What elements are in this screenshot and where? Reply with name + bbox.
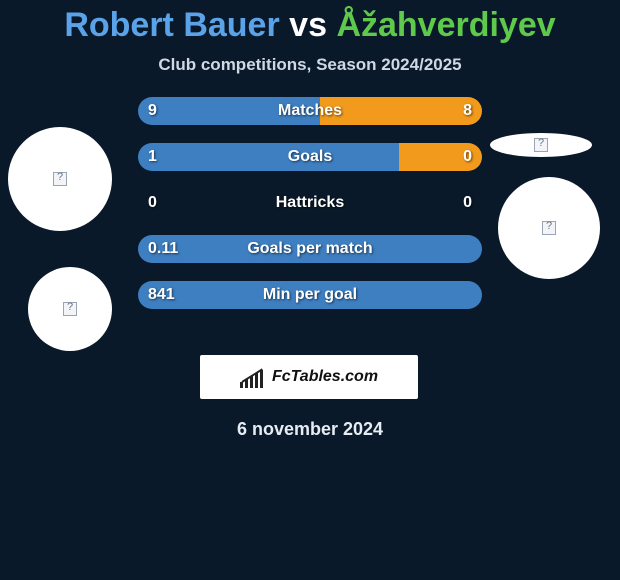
stat-value-right: 0 bbox=[453, 143, 482, 171]
placeholder-icon bbox=[534, 138, 548, 152]
stat-value-left: 9 bbox=[138, 97, 167, 125]
bars-container: Matches98Goals10Hattricks00Goals per mat… bbox=[138, 97, 482, 327]
player1-name: Robert Bauer bbox=[64, 6, 279, 44]
stat-row: Goals per match0.11 bbox=[138, 235, 482, 263]
stat-value-right: 0 bbox=[453, 189, 482, 217]
vs-label: vs bbox=[289, 6, 327, 44]
stat-row: Matches9 8 bbox=[138, 97, 482, 125]
stat-value-left: 0 bbox=[138, 189, 167, 217]
stat-value-right: 8 bbox=[453, 97, 482, 125]
placeholder-icon bbox=[542, 221, 556, 235]
player2-avatar bbox=[490, 133, 592, 157]
player2-avatar bbox=[498, 177, 600, 279]
comparison-stage: Matches98Goals10Hattricks00Goals per mat… bbox=[0, 97, 620, 467]
stat-value-left: 0.11 bbox=[138, 235, 188, 263]
placeholder-icon bbox=[63, 302, 77, 316]
stat-row: Min per goal841 bbox=[138, 281, 482, 309]
stat-label: Min per goal bbox=[138, 281, 482, 309]
logo-text: FcTables.com bbox=[272, 368, 378, 386]
stat-row: Hattricks0 0 bbox=[138, 189, 482, 217]
chart-icon bbox=[240, 366, 266, 388]
date-label: 6 november 2024 bbox=[0, 419, 620, 440]
stat-row: Goals1 0 bbox=[138, 143, 482, 171]
stat-value-left: 841 bbox=[138, 281, 185, 309]
stat-label: Hattricks bbox=[138, 189, 482, 217]
stat-label: Goals bbox=[138, 143, 482, 171]
player1-avatar bbox=[8, 127, 112, 231]
placeholder-icon bbox=[53, 172, 67, 186]
player2-name: Åžahverdiyev bbox=[336, 6, 555, 44]
stat-label: Goals per match bbox=[138, 235, 482, 263]
fctables-logo: FcTables.com bbox=[200, 355, 418, 399]
stat-value-left: 1 bbox=[138, 143, 167, 171]
stat-label: Matches bbox=[138, 97, 482, 125]
player1-avatar bbox=[28, 267, 112, 351]
subtitle: Club competitions, Season 2024/2025 bbox=[0, 55, 620, 75]
comparison-title: Robert Bauer vs Åžahverdiyev bbox=[0, 0, 620, 45]
